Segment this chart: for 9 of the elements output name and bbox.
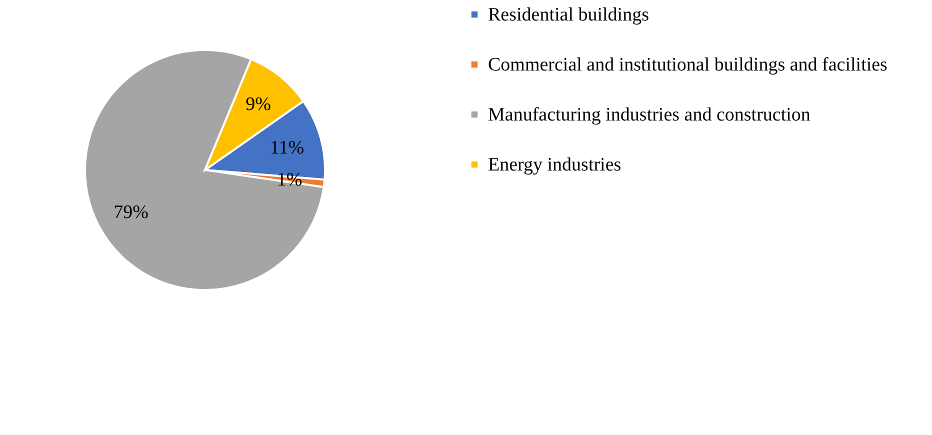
data-label: 79% bbox=[114, 202, 149, 223]
legend-label: Manufacturing industries and construction bbox=[488, 104, 811, 126]
legend-label: Residential buildings bbox=[488, 4, 649, 26]
legend-label: Energy industries bbox=[488, 154, 622, 176]
data-label: 9% bbox=[246, 94, 272, 115]
data-label: 1% bbox=[276, 169, 302, 190]
data-label: 11% bbox=[270, 138, 304, 159]
legend-label: Commercial and institutional buildings and facilities bbox=[488, 54, 888, 76]
pie-slice bbox=[84, 49, 325, 291]
